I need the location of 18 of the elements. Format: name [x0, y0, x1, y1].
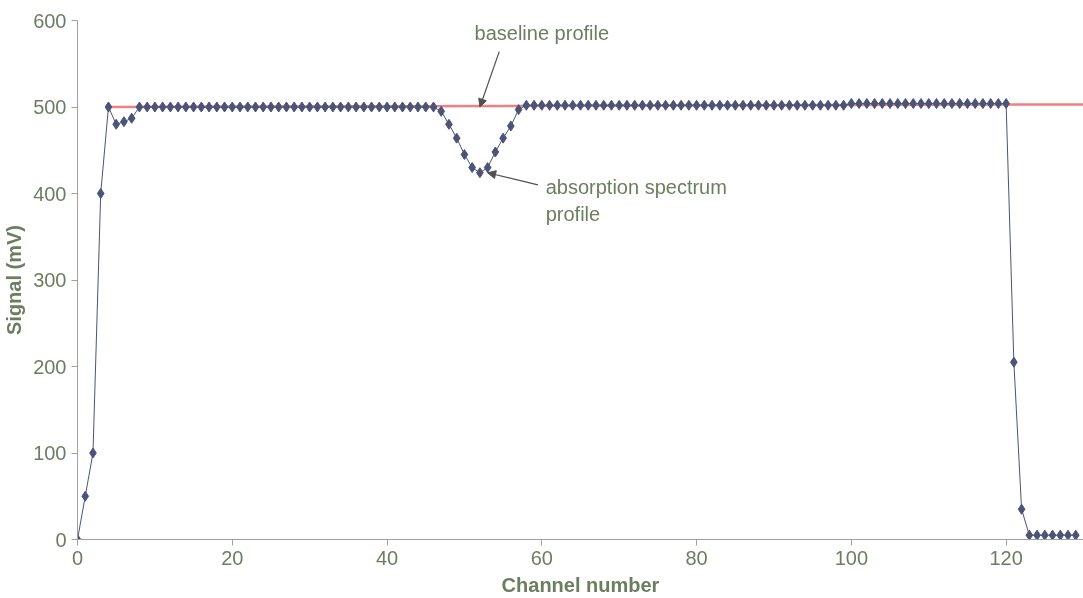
x-tick-label: 100	[834, 546, 869, 569]
annotation: absorption spectrum profile	[545, 176, 727, 225]
x-axis-title: Channel number	[501, 573, 660, 596]
y-tick-label: 400	[33, 182, 67, 205]
x-tick-label: 120	[989, 546, 1023, 569]
annotation: baseline profile	[474, 22, 610, 45]
y-tick-label: 200	[33, 355, 67, 378]
x-tick-label: 0	[71, 546, 84, 569]
y-tick-label: 300	[33, 269, 67, 291]
y-tick-label: 100	[33, 442, 67, 464]
y-axis-title: Signal (mV)	[3, 224, 26, 335]
x-tick-label: 40	[375, 546, 399, 569]
y-tick-label: 600	[33, 9, 67, 32]
y-tick-label: 500	[33, 96, 67, 118]
x-tick-label: 20	[221, 546, 244, 569]
x-tick-label: 80	[685, 546, 708, 569]
y-tick-label: 0	[55, 528, 67, 551]
x-tick-label: 60	[530, 546, 553, 569]
